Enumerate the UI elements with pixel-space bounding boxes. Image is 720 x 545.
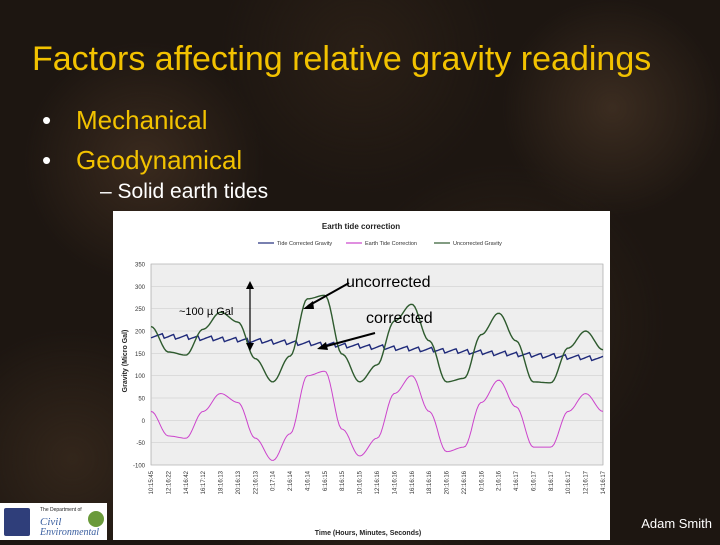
uncorrected-arrow-head (303, 301, 314, 309)
x-tick-label: 14:16:16 (392, 470, 398, 494)
bullet-item: • Geodynamical (42, 140, 242, 180)
y-tick-label: 300 (135, 285, 146, 291)
x-tick-label: 8:16:15 (340, 470, 346, 491)
author-credit: Adam Smith (641, 516, 712, 531)
chart-title: Earth tide correction (322, 222, 400, 231)
series-line (150, 370, 604, 461)
x-tick-label: 14:16:42 (184, 470, 190, 494)
bullet-text: Geodynamical (76, 145, 243, 175)
chart-legend: Tide Corrected Gravity Earth Tide Correct… (258, 241, 502, 247)
x-tick-label: 22:16:13 (253, 470, 259, 494)
bullet-text: Mechanical (76, 105, 208, 135)
series-line (150, 332, 604, 362)
sub-bullet: – Solid earth tides (100, 180, 269, 203)
earth-tide-chart: Earth tide correction Tide Corrected Gra… (113, 211, 610, 540)
y-tick-label: 100 (135, 374, 146, 380)
amplitude-arrow-head-bottom (246, 343, 254, 351)
x-tick-label: 0:16:16 (479, 470, 485, 491)
logo-line-2: Civil (40, 516, 62, 528)
y-tick-labels: 350 300 250 200 150 100 50 0 -50 -100 (133, 263, 146, 470)
y-tick-label: -100 (133, 464, 146, 470)
x-tick-label: 10:16:15 (358, 470, 364, 494)
slide-title: Factors affecting relative gravity readi… (32, 40, 652, 78)
legend-label: Tide Corrected Gravity (277, 241, 332, 247)
y-axis-label: Gravity (Micro Gal) (122, 330, 129, 393)
y-tick-label: 200 (135, 330, 146, 336)
y-tick-label: -50 (136, 441, 145, 447)
x-tick-label: 18:16:13 (219, 470, 225, 494)
corrected-arrow-head (317, 342, 328, 350)
department-logo: The Department of Civil Environmental (0, 503, 107, 540)
logo-line-3: Environmental (40, 527, 100, 538)
x-tick-label: 6:16:15 (323, 470, 329, 491)
series-line (150, 294, 604, 384)
x-tick-label: 22:16:16 (462, 470, 468, 494)
x-tick-label: 2:16:14 (288, 470, 294, 491)
chart-svg: Earth tide correction Tide Corrected Gra… (122, 222, 607, 537)
x-tick-label: 12:16:22 (166, 470, 172, 494)
y-tick-label: 0 (142, 419, 146, 425)
x-tick-label: 10:15:45 (149, 470, 155, 494)
chart-series (150, 294, 604, 461)
x-tick-label: 14:16:17 (601, 470, 607, 494)
amplitude-label: ~100 µ Gal (179, 306, 234, 318)
bullet-dot: • (42, 105, 52, 135)
uncorrected-label: uncorrected (346, 274, 431, 291)
x-tick-label: 2:16:16 (497, 470, 503, 491)
amplitude-arrow-head-top (246, 281, 254, 289)
logo-line-1: The Department of (40, 507, 82, 513)
corrected-label: corrected (366, 310, 433, 327)
x-tick-label: 20:16:16 (445, 470, 451, 494)
y-tick-label: 250 (135, 307, 146, 313)
x-tick-label: 8:16:17 (549, 470, 555, 491)
x-tick-label: 4:16:17 (514, 470, 520, 491)
leaf-icon (88, 511, 104, 527)
bullet-list: • Mechanical • Geodynamical (42, 100, 242, 180)
corrected-arrow (322, 332, 376, 348)
x-tick-label: 10:16:17 (566, 470, 572, 494)
annotation-arrows (246, 281, 376, 351)
bullet-dot: • (42, 145, 52, 175)
y-tick-label: 150 (135, 352, 146, 358)
legend-label: Earth Tide Correction (365, 241, 417, 247)
x-tick-label: 16:16:16 (410, 470, 416, 494)
x-tick-label: 4:16:14 (305, 470, 311, 491)
x-tick-label: 16:17:12 (201, 470, 207, 494)
x-tick-label: 6:16:17 (531, 470, 537, 491)
uncorrected-arrow (307, 282, 350, 307)
x-tick-label: 20:16:13 (236, 470, 242, 494)
university-crest-icon (4, 508, 30, 536)
x-tick-label: 0:17:14 (271, 470, 277, 491)
bullet-item: • Mechanical (42, 100, 242, 140)
legend-label: Uncorrected Gravity (453, 241, 502, 247)
y-tick-label: 50 (138, 397, 145, 403)
x-tick-label: 12:16:16 (375, 470, 381, 494)
x-axis-label: Time (Hours, Minutes, Seconds) (315, 530, 421, 537)
x-tick-label: 12:16:17 (584, 470, 590, 494)
y-tick-label: 350 (135, 263, 146, 269)
x-tick-label: 18:16:16 (427, 470, 433, 494)
x-tick-labels: 10:15:45 12:16:22 14:16:42 16:17:12 18:16:13… (149, 470, 607, 494)
